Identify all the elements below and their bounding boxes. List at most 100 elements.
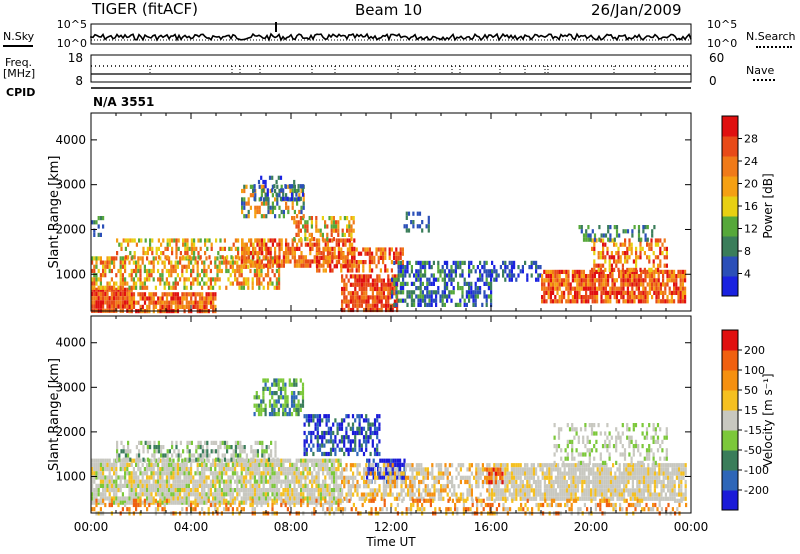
- power-colorbar-swatch-5: [722, 176, 738, 197]
- velocity-colorbar-swatch-6: [722, 370, 738, 391]
- date-title: 26/Jan/2009: [591, 1, 682, 19]
- power-cell-region-0: [91, 287, 133, 313]
- beam-title: Beam 10: [355, 1, 423, 19]
- velocity-colorbar-swatch-7: [722, 350, 738, 371]
- velocity-cell-region-3: [303, 414, 381, 457]
- power-cell-region-14: [91, 216, 105, 237]
- velocity-panel-ytick-label-1: 3000: [55, 380, 86, 394]
- power-colorbar-swatch-7: [722, 136, 738, 157]
- power-colorbar-label: Power [dB]: [761, 173, 775, 238]
- velocity-panel-xtick-label-4: 16:00: [474, 520, 509, 534]
- noise-tick-left-top: 10^5: [57, 18, 87, 31]
- noise-tick-left-bottom: 10^0: [57, 37, 87, 50]
- velocity-panel-ytick-label-0: 4000: [55, 336, 86, 350]
- velocity-cell-region-5: [341, 463, 493, 501]
- velocity-panel-xlabel: Time UT: [365, 535, 416, 549]
- power-panel-ytick-label-1: 3000: [55, 178, 86, 192]
- velocity-panel-xtick-label-1: 04:00: [174, 520, 209, 534]
- power-colorbar-swatch-2: [722, 236, 738, 257]
- velocity-panel-xtick-label-5: 20:00: [574, 520, 609, 534]
- freq-unit-label: [MHz]: [3, 67, 36, 80]
- nsearch-label: N.Search: [746, 30, 796, 43]
- velocity-colorbar-tick-label-5: -50: [744, 444, 762, 457]
- freq-panel-frame: [90, 54, 692, 83]
- velocity-colorbar-tick-label-1: 100: [744, 364, 765, 377]
- power-panel-ytick-label-3: 1000: [55, 267, 86, 281]
- velocity-colorbar-swatch-4: [722, 410, 738, 431]
- power-cell-region-9: [391, 260, 493, 307]
- velocity-colorbar-tick-label-4: -15: [744, 424, 762, 437]
- velocity-colorbar-swatch-5: [722, 390, 738, 411]
- nsky-label: N.Sky: [3, 30, 35, 43]
- velocity-cell-region-9: [486, 467, 504, 485]
- nave-legend-line: [753, 79, 775, 81]
- power-colorbar-swatch-0: [722, 276, 738, 297]
- velocity-colorbar-tick-label-7: -200: [744, 484, 769, 497]
- power-colorbar-tick-label-6: 4: [744, 268, 751, 281]
- power-cell-region-7: [316, 247, 404, 273]
- velocity-cell-region-2: [253, 378, 305, 417]
- power-colorbar-tick-label-0: 28: [744, 133, 758, 146]
- velocity-colorbar-swatch-1: [722, 470, 738, 491]
- velocity-colorbar-swatch-8: [722, 330, 738, 351]
- freq-tick-bottom: 8: [75, 74, 83, 88]
- axis-text: 10^510^010^510^01886004000300020001000Sl…: [47, 18, 775, 549]
- power-colorbar-swatch-8: [722, 116, 738, 137]
- nsky-legend-line: [3, 45, 33, 47]
- station-title: TIGER (fitACF): [92, 0, 199, 18]
- power-colorbar-tick-label-2: 20: [744, 178, 758, 191]
- velocity-colorbar-tick-label-0: 200: [744, 344, 765, 357]
- power-cell-region-8: [341, 274, 399, 313]
- velocity-cell-region-7: [91, 498, 688, 516]
- velocity-panel-xtick-label-2: 08:00: [274, 520, 309, 534]
- velocity-colorbar-tick-label-6: -100: [744, 464, 769, 477]
- power-cell-region-13: [578, 225, 656, 242]
- power-cell-region-5: [291, 216, 355, 242]
- nave-tick-bottom: 0: [709, 74, 717, 88]
- power-cell-region-11: [541, 269, 687, 304]
- nsky-series-line: [90, 32, 692, 42]
- freq-tick-top: 18: [68, 51, 83, 65]
- power-colorbar-swatch-6: [722, 156, 738, 177]
- nave-label: Nave: [746, 64, 775, 77]
- velocity-colorbar-tick-label-3: 15: [744, 404, 758, 417]
- power-cell-region-1: [128, 292, 217, 314]
- velocity-cell-region-4: [366, 458, 406, 484]
- power-cell-region-15: [403, 211, 430, 233]
- velocity-panel-ylabel: Slant Range [km]: [47, 358, 62, 471]
- velocity-panel-ytick-label-3: 1000: [55, 469, 86, 483]
- power-colorbar-tick-label-1: 24: [744, 155, 758, 168]
- velocity-cell-region-1: [116, 440, 279, 462]
- velocity-cell-region-6: [491, 463, 687, 501]
- freq-label: Freq.: [5, 56, 33, 69]
- data-layer: [90, 22, 738, 516]
- velocity-colorbar-label: Velocity [m s⁻¹]: [761, 373, 775, 466]
- power-colorbar-tick-label-5: 8: [744, 245, 751, 258]
- power-panel-ytick-label-0: 4000: [55, 133, 86, 147]
- velocity-panel-xtick-label-3: 12:00: [374, 520, 409, 534]
- velocity-panel-xtick-label-6: 00:00: [674, 520, 709, 534]
- power-colorbar-swatch-3: [722, 216, 738, 237]
- cpid-label: CPID: [6, 86, 36, 99]
- power-cell-region-10: [491, 260, 542, 282]
- velocity-panel-ytick-label-2: 2000: [55, 425, 86, 439]
- power-cell-region-3: [116, 238, 268, 260]
- velocity-cell-region-8: [553, 423, 668, 465]
- power-cell-region-12: [591, 238, 668, 272]
- power-cell-region-16: [253, 175, 305, 201]
- noise-panel-frame: [90, 23, 692, 45]
- noise-tick-right-top: 10^5: [707, 18, 737, 31]
- power-colorbar-swatch-4: [722, 196, 738, 217]
- velocity-cell-region-0: [91, 458, 342, 505]
- power-colorbar-tick-label-3: 16: [744, 200, 758, 213]
- velocity-colorbar-frame: [721, 329, 739, 511]
- velocity-colorbar-tick-label-2: 50: [744, 384, 758, 397]
- noise-tick-right-bottom: 10^0: [707, 37, 737, 50]
- velocity-colorbar-swatch-0: [722, 490, 738, 511]
- cpid-value: N/A 3551: [93, 95, 155, 109]
- panel-frames: [90, 23, 742, 514]
- velocity-colorbar-swatch-3: [722, 430, 738, 451]
- power-colorbar-swatch-1: [722, 256, 738, 277]
- power-panel-ylabel: Slant Range [km]: [47, 156, 62, 269]
